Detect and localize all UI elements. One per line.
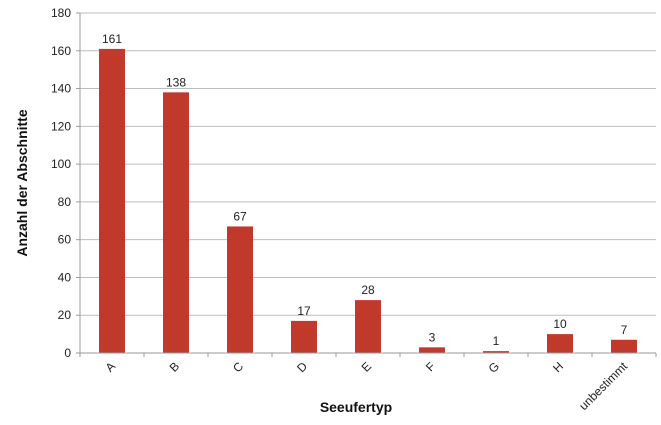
bar-d bbox=[291, 320, 317, 353]
y-axis-title: Anzahl der Abschnitte bbox=[14, 109, 30, 256]
bar-unbestimmt bbox=[611, 339, 637, 353]
x-tick-label: F bbox=[423, 359, 438, 374]
bar-a bbox=[99, 48, 125, 354]
y-tick-label: 80 bbox=[58, 195, 72, 209]
y-tick-label: 100 bbox=[51, 157, 71, 171]
y-tick-label: 160 bbox=[51, 44, 71, 58]
axes bbox=[76, 12, 657, 357]
data-label: 3 bbox=[429, 330, 436, 344]
x-tick-label: C bbox=[230, 359, 246, 375]
y-tick-labels: 0 20 40 60 80 100 120 140 160 180 bbox=[51, 6, 71, 360]
y-tick-label: 120 bbox=[51, 119, 71, 133]
data-label: 28 bbox=[361, 283, 375, 297]
x-tick-label: E bbox=[359, 359, 375, 375]
x-tick-label: B bbox=[167, 359, 183, 375]
x-tick-label: A bbox=[103, 359, 119, 375]
x-tick-label: G bbox=[486, 359, 503, 376]
x-tick-label: unbestimmt bbox=[576, 359, 630, 413]
x-tick-label: H bbox=[550, 359, 566, 375]
data-label: 67 bbox=[233, 209, 247, 223]
bar-b bbox=[163, 92, 189, 353]
y-tick-label: 180 bbox=[51, 6, 71, 20]
y-tick-label: 40 bbox=[58, 270, 72, 284]
y-tick-label: 20 bbox=[58, 308, 72, 322]
data-label: 1 bbox=[493, 334, 500, 348]
bar-e bbox=[355, 300, 381, 353]
data-label: 10 bbox=[553, 317, 567, 331]
data-label: 7 bbox=[621, 323, 628, 337]
data-label: 138 bbox=[166, 75, 186, 89]
x-tick-label: D bbox=[294, 359, 310, 375]
data-labels: 161 138 67 17 28 3 1 10 7 bbox=[102, 32, 628, 348]
y-tick-label: 0 bbox=[64, 346, 71, 360]
bar-h bbox=[547, 334, 573, 353]
bar-c bbox=[227, 226, 253, 353]
data-label: 17 bbox=[297, 304, 311, 318]
y-tick-label: 140 bbox=[51, 82, 71, 96]
data-label: 161 bbox=[102, 32, 122, 46]
bar-g bbox=[483, 351, 509, 353]
bars bbox=[99, 48, 637, 354]
bar-f bbox=[419, 347, 445, 353]
x-axis-title: Seeufertyp bbox=[320, 399, 392, 415]
y-tick-label: 60 bbox=[58, 233, 72, 247]
